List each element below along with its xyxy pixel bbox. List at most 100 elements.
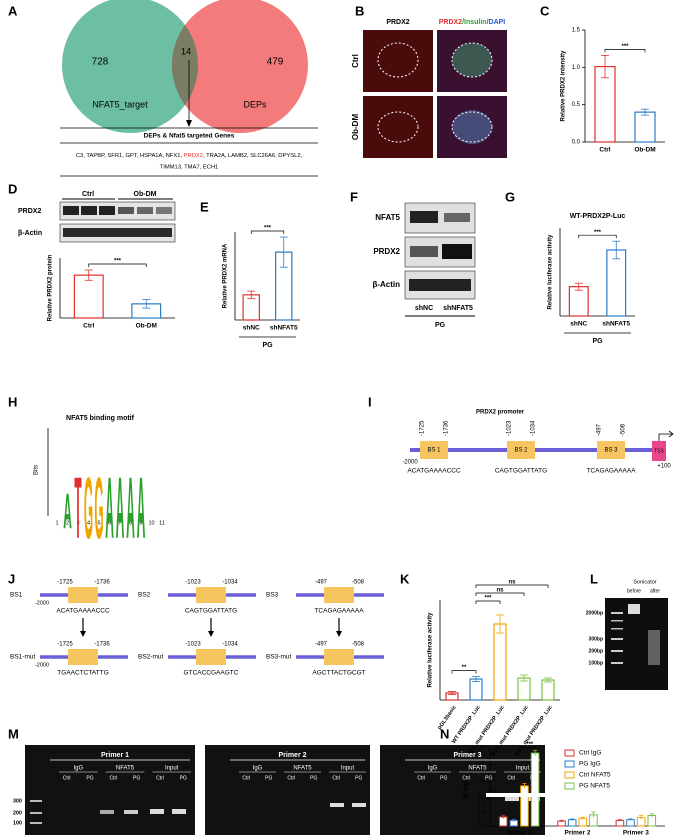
stain-part: PRDX2	[439, 19, 462, 26]
label: Ctrl	[82, 191, 94, 198]
legend-label: Ctrl IgG	[579, 750, 601, 757]
bar	[634, 111, 656, 143]
band	[99, 206, 115, 215]
sig-label: ns	[508, 580, 516, 586]
label: PG	[440, 775, 447, 781]
legend-label: PG NFAT5	[579, 783, 610, 790]
ladder-band	[611, 620, 623, 622]
label: Ctrl	[156, 775, 164, 781]
position: 4	[87, 520, 90, 526]
label: IgG	[73, 766, 83, 772]
position: 1	[55, 520, 58, 526]
label: NFAT5_target	[92, 99, 148, 109]
label: Ctrl	[287, 775, 295, 781]
band	[137, 207, 153, 214]
label: β-Actin	[18, 230, 42, 237]
label: PG	[265, 775, 272, 781]
venn-overlap	[171, 25, 199, 105]
blot-f	[404, 202, 476, 317]
bar	[520, 785, 529, 827]
band	[505, 797, 519, 801]
label: 2000bp	[586, 610, 603, 616]
label: IgG	[253, 766, 263, 772]
label: TSS	[654, 448, 664, 454]
label: PRDX2	[386, 19, 409, 26]
y-tick-label: 20	[479, 745, 485, 751]
band	[410, 246, 438, 257]
band	[628, 604, 640, 614]
sig-label: **	[462, 665, 467, 671]
y-tick-label: 1.0	[572, 65, 581, 71]
bar	[568, 286, 589, 317]
axis-gap	[486, 793, 665, 797]
count: 14	[181, 46, 191, 56]
label: DEPs	[243, 99, 267, 109]
chart-title: WT-PRDX2P-Luc	[570, 213, 626, 220]
label: Ob-DM	[134, 191, 157, 198]
label: β-Actin	[372, 280, 400, 289]
label: PG	[435, 322, 446, 329]
label: PG	[180, 775, 187, 781]
label: Primer 3	[453, 752, 481, 759]
label: GTCACCGAAGTC	[184, 670, 239, 677]
panel-letter: I	[368, 394, 372, 409]
label: BS 2	[514, 448, 528, 454]
panel-letter: E	[200, 199, 209, 214]
binding-site	[68, 649, 98, 665]
sig-bracket	[604, 49, 646, 53]
label: PRDX2	[373, 247, 400, 256]
label: -1736	[94, 580, 110, 586]
count: 728	[92, 57, 109, 68]
binding-site	[597, 441, 625, 459]
gene: PRDX2	[184, 153, 203, 159]
legend-swatch	[564, 760, 575, 768]
x-tick-label: Primer 3	[623, 830, 649, 837]
label: -497	[315, 580, 328, 586]
label: Sonicator	[633, 579, 656, 585]
binding-site	[420, 441, 448, 459]
stain-part: /Insulin	[462, 19, 487, 26]
label: PG	[310, 775, 317, 781]
label: after	[650, 588, 660, 594]
islet	[452, 43, 492, 77]
venn-right	[172, 0, 308, 133]
position: 8	[129, 520, 132, 526]
label: 100	[13, 820, 22, 826]
label: PRDX2 promoter	[476, 410, 525, 416]
smear	[648, 630, 660, 665]
count: 479	[267, 57, 284, 68]
band	[444, 213, 470, 222]
sig-bracket	[524, 747, 536, 750]
binding-site	[324, 649, 354, 665]
x-tick-label: shNFAT5	[602, 321, 630, 328]
band	[172, 809, 186, 814]
label: PG	[485, 775, 492, 781]
tss	[652, 441, 666, 461]
label: Ctrl	[63, 775, 71, 781]
panel-letter: D	[8, 181, 17, 196]
x-label: PG	[262, 342, 273, 349]
label: -1023	[185, 580, 201, 586]
y-tick-label: 15	[479, 762, 485, 768]
label: ACATGAAAACCC	[407, 468, 461, 475]
logo-letter: A	[126, 461, 135, 558]
band	[124, 810, 138, 814]
x-tick-label: Primer 2	[564, 830, 590, 837]
sig-label: ***	[594, 230, 602, 236]
label: -1736	[94, 642, 110, 648]
ladder-band	[30, 812, 42, 814]
site-name: BS1	[10, 592, 23, 599]
label: -497	[315, 642, 328, 648]
x-tick-label: Primer 1	[506, 830, 532, 837]
band	[100, 810, 114, 814]
label: CAGTGGATTATG	[495, 468, 547, 475]
position: 5	[97, 520, 100, 526]
islet	[452, 110, 492, 144]
outline	[377, 111, 419, 143]
y-label: Relative PRDX2 mRNA	[223, 243, 229, 308]
sig-bracket	[475, 592, 525, 596]
image	[363, 96, 433, 158]
x-tick-label: Ctrl	[83, 323, 94, 330]
bar	[578, 817, 588, 827]
